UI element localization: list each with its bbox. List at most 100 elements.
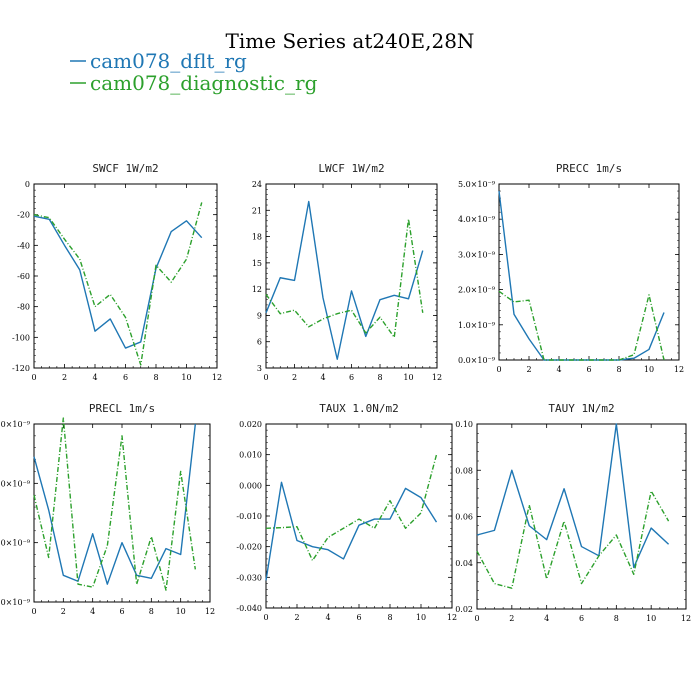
series-line-dflt [33, 215, 203, 349]
x-tick-label: 2 [292, 373, 297, 382]
panel-title: PRECL 1m/s [89, 402, 155, 415]
x-tick-label: 12 [447, 613, 457, 622]
panel-title: TAUY 1N/m2 [548, 402, 614, 415]
y-tick-label: 0.06 [455, 513, 473, 522]
y-tick-label: 0.010 [239, 451, 262, 460]
legend: cam078_dflt_rg cam078_diagnostic_rg [70, 49, 318, 95]
y-tick-label: -100 [12, 333, 30, 342]
x-tick-label: 12 [432, 373, 442, 382]
y-tick-label: 2.0×10⁻⁹ [458, 286, 496, 295]
y-tick-label: 0 [25, 180, 30, 189]
x-tick-label: 0 [31, 607, 36, 616]
legend-label-dflt: cam078_dflt_rg [90, 49, 247, 73]
y-tick-label: -60 [17, 272, 30, 281]
plot-frame [265, 423, 453, 609]
x-tick-label: 10 [176, 607, 186, 616]
series-line-dflt [265, 481, 438, 581]
y-tick-label: 15 [252, 259, 262, 268]
y-tick-label: 0.020 [239, 420, 262, 429]
plot-frame [476, 423, 687, 610]
x-tick-label: 6 [586, 365, 591, 374]
x-tick-label: 0 [474, 614, 479, 623]
x-tick-label: 12 [205, 607, 215, 616]
x-tick-label: 2 [526, 365, 531, 374]
series-line-diagnostic [476, 490, 670, 589]
y-tick-label: 3 [257, 364, 262, 373]
y-tick-label: 6 [257, 338, 262, 347]
x-tick-label: 0 [496, 365, 501, 374]
x-tick-label: 6 [119, 607, 124, 616]
legend-label-diagnostic: cam078_diagnostic_rg [90, 71, 318, 95]
series-line-diagnostic [33, 202, 203, 366]
panel-1: SWCF 1W/m2 0 2 4 6 8 10 12 -120 -100 -80 -60 -40 -20 0 [12, 162, 222, 382]
plot-frame [265, 183, 438, 369]
x-tick-label: 4 [92, 373, 97, 382]
panel-title: LWCF 1W/m2 [318, 162, 384, 175]
x-tick-label: 2 [61, 607, 66, 616]
x-tick-label: 10 [403, 373, 413, 382]
x-tick-label: 2 [62, 373, 67, 382]
y-tick-label: 3.0×10⁻⁹ [458, 250, 496, 259]
x-tick-label: 6 [349, 373, 354, 382]
figure-title: Time Series at240E,28N [226, 29, 475, 53]
y-tick-label: -20 [17, 211, 30, 220]
panels: SWCF 1W/m20 2 4 6 8 10 12-120-100-80-60-40-200… [0, 162, 691, 623]
panel-title: PRECC 1m/s [556, 162, 622, 175]
x-tick-label: 4 [320, 373, 325, 382]
panel-title: TAUX 1.0N/m2 [319, 402, 398, 415]
x-tick-label: 12 [681, 614, 691, 623]
x-tick-label: 8 [614, 614, 619, 623]
y-tick-label: -120 [12, 364, 30, 373]
y-tick-label: 0.0×10⁻⁹ [458, 356, 496, 365]
panel-5: TAUX 1.0N/m2 0 2 4 6 8 10 12 -0.040 -0.030 -0.020 -… [236, 402, 457, 622]
x-tick-label: 0 [263, 613, 268, 622]
panel-title: SWCF 1W/m2 [92, 162, 158, 175]
x-tick-label: 8 [387, 613, 392, 622]
y-tick-label: -0.030 [236, 573, 262, 582]
x-tick-label: 8 [149, 607, 154, 616]
panel-4: PRECL 1m/s 0 2 4 6 8 10 12 .0×10⁻⁹ .0×10⁻⁹ .0×10⁻⁹… [0, 402, 215, 616]
legend-item-dflt: cam078_dflt_rg [70, 49, 247, 73]
x-tick-label: 12 [674, 365, 684, 374]
y-tick-label: 0.000 [239, 481, 262, 490]
x-tick-label: 6 [579, 614, 584, 623]
x-tick-label: 10 [181, 373, 191, 382]
y-tick-label: 0.08 [455, 466, 473, 475]
series-line-diagnostic [265, 454, 438, 562]
x-tick-label: 10 [416, 613, 426, 622]
x-tick-label: 4 [90, 607, 95, 616]
y-tick-label: 9 [257, 311, 262, 320]
y-tick-label: .0×10⁻⁹ [0, 479, 31, 488]
y-tick-label: .0×10⁻⁹ [0, 420, 31, 429]
x-tick-label: 4 [556, 365, 561, 374]
y-tick-label: .0×10⁻⁹ [0, 539, 31, 548]
series-line-diagnostic [33, 417, 197, 591]
legend-item-diagnostic: cam078_diagnostic_rg [70, 71, 318, 95]
series-line-dflt [33, 423, 197, 585]
x-tick-label: 0 [263, 373, 268, 382]
panel-6: TAUY 1N/m2 0 2 4 6 8 10 12 0.02 0.04 0.06 0.08 0.10 [455, 402, 691, 623]
x-tick-label: 0 [31, 373, 36, 382]
plot-frame [33, 183, 218, 369]
x-tick-label: 10 [644, 365, 654, 374]
y-tick-label: 4.0×10⁻⁹ [458, 215, 496, 224]
y-tick-label: -40 [17, 241, 30, 250]
y-tick-label: 5.0×10⁻⁹ [458, 180, 496, 189]
x-tick-label: 2 [509, 614, 514, 623]
panel-3: PRECC 1m/s 0 2 4 6 8 10 12 0.0×10⁻⁹ 1.0×10⁻⁹ 2.0×1… [458, 162, 684, 374]
x-tick-label: 8 [377, 373, 382, 382]
x-tick-label: 10 [646, 614, 656, 623]
series-line-dflt [265, 200, 424, 360]
y-tick-label: -0.010 [236, 512, 262, 521]
y-tick-label: 0.10 [455, 420, 473, 429]
x-tick-label: 4 [325, 613, 330, 622]
x-tick-label: 12 [212, 373, 222, 382]
x-tick-label: 4 [544, 614, 549, 623]
y-tick-label: .0×10⁻⁹ [0, 598, 31, 607]
y-tick-label: 12 [252, 285, 262, 294]
series-line-dflt [498, 190, 665, 361]
y-tick-label: 18 [252, 233, 262, 242]
x-tick-label: 2 [294, 613, 299, 622]
